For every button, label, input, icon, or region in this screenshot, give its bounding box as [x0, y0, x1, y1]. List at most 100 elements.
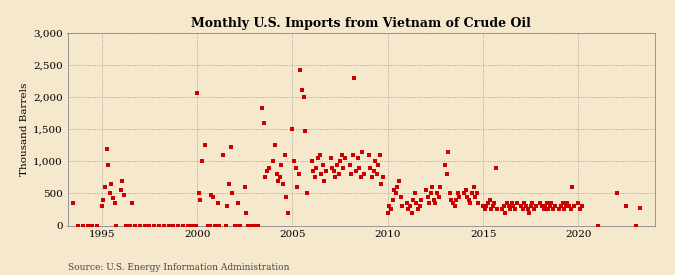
Point — [115, 188, 126, 192]
Point — [319, 178, 329, 183]
Point — [489, 201, 500, 205]
Point — [546, 201, 557, 205]
Point — [309, 175, 320, 180]
Point — [518, 207, 529, 212]
Point — [559, 207, 570, 212]
Point — [348, 153, 358, 157]
Point — [410, 191, 421, 196]
Point — [208, 194, 219, 199]
Point — [268, 159, 279, 164]
Point — [271, 172, 282, 176]
Point — [168, 223, 179, 228]
Point — [346, 172, 356, 176]
Point — [540, 204, 551, 208]
Point — [87, 223, 98, 228]
Point — [98, 198, 109, 202]
Point — [300, 128, 310, 133]
Point — [92, 223, 103, 228]
Point — [511, 201, 522, 205]
Point — [227, 191, 238, 196]
Point — [314, 153, 325, 157]
Point — [193, 191, 204, 196]
Point — [242, 223, 253, 228]
Point — [203, 223, 214, 228]
Point — [537, 204, 547, 208]
Point — [468, 185, 479, 189]
Point — [105, 191, 115, 196]
Point — [473, 201, 484, 205]
Point — [543, 207, 554, 212]
Point — [296, 88, 307, 92]
Point — [317, 162, 328, 167]
Point — [500, 210, 511, 215]
Point — [383, 210, 394, 215]
Point — [384, 204, 395, 208]
Point — [466, 191, 477, 196]
Point — [344, 162, 355, 167]
Point — [491, 166, 502, 170]
Point — [182, 223, 193, 228]
Point — [547, 207, 558, 212]
Point — [269, 143, 280, 147]
Point — [498, 204, 509, 208]
Point — [223, 182, 234, 186]
Point — [340, 156, 350, 160]
Point — [262, 169, 273, 173]
Point — [573, 201, 584, 205]
Point — [486, 207, 497, 212]
Point — [373, 162, 383, 167]
Point — [190, 223, 201, 228]
Point — [249, 223, 260, 228]
Point — [230, 223, 241, 228]
Point — [516, 204, 526, 208]
Point — [101, 146, 112, 151]
Point — [432, 191, 443, 196]
Point — [385, 207, 396, 212]
Point — [308, 169, 319, 173]
Point — [503, 204, 514, 208]
Point — [560, 204, 571, 208]
Point — [338, 166, 349, 170]
Point — [497, 207, 508, 212]
Point — [206, 192, 217, 197]
Point — [443, 150, 454, 154]
Point — [435, 185, 446, 189]
Point — [187, 223, 198, 228]
Point — [235, 223, 246, 228]
Point — [252, 223, 263, 228]
Point — [527, 201, 538, 205]
Point — [289, 159, 300, 164]
Point — [392, 185, 403, 189]
Point — [448, 201, 458, 205]
Point — [389, 188, 400, 192]
Point — [119, 192, 130, 197]
Point — [205, 223, 215, 228]
Point — [200, 143, 211, 147]
Point — [439, 162, 450, 167]
Point — [263, 166, 274, 170]
Point — [209, 223, 220, 228]
Point — [365, 166, 376, 170]
Point — [397, 204, 408, 208]
Point — [412, 207, 423, 212]
Point — [173, 223, 184, 228]
Point — [377, 175, 388, 180]
Point — [483, 201, 493, 205]
Point — [117, 178, 128, 183]
Point — [107, 196, 118, 200]
Point — [217, 153, 228, 157]
Point — [367, 175, 377, 180]
Point — [408, 198, 418, 202]
Point — [574, 207, 585, 212]
Point — [368, 169, 379, 173]
Point — [519, 201, 530, 205]
Point — [232, 223, 242, 228]
Point — [538, 207, 549, 212]
Point — [451, 198, 462, 202]
Point — [100, 185, 111, 189]
Point — [535, 201, 546, 205]
Point — [233, 201, 244, 205]
Point — [441, 172, 452, 176]
Point — [478, 204, 489, 208]
Point — [568, 204, 579, 208]
